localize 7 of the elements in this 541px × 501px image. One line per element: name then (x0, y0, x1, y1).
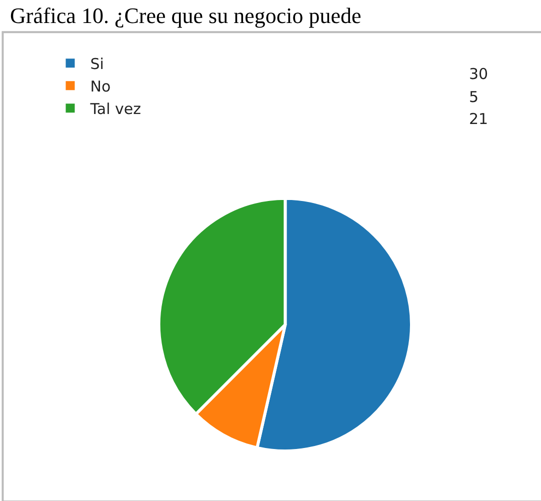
data-label: 30 (469, 65, 488, 83)
legend-label: Si (90, 54, 104, 73)
chart-title: Gráfica 10. ¿Cree que su negocio puede (10, 3, 362, 28)
legend-label: No (90, 77, 111, 96)
data-label: 21 (469, 110, 488, 128)
data-label: 5 (469, 88, 479, 106)
legend-label: Tal vez (89, 100, 142, 118)
